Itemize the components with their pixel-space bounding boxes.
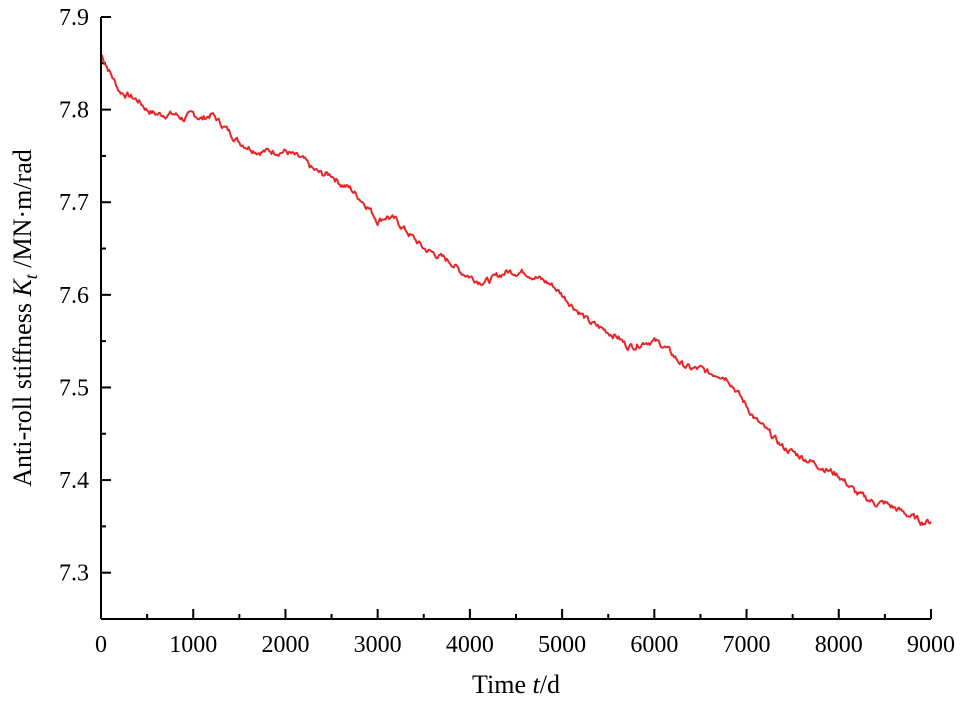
x-tick-label: 4000 <box>446 632 494 658</box>
x-tick-label: 8000 <box>815 632 863 658</box>
x-tick-label: 1000 <box>169 632 217 658</box>
x-tick-label: 0 <box>95 632 107 658</box>
x-tick-label: 9000 <box>907 632 955 658</box>
series-line <box>100 53 932 526</box>
y-axis-title-unit: /MN·m/rad <box>8 149 37 274</box>
x-tick-label: 2000 <box>261 632 309 658</box>
y-axis-title-prefix: Anti-roll stiffness <box>8 297 37 487</box>
x-axis-title-unit: /d <box>540 670 560 699</box>
x-tick-label: 3000 <box>354 632 402 658</box>
x-axis-ticks <box>100 609 932 619</box>
y-tick-label: 7.4 <box>59 468 89 494</box>
y-axis-ticks <box>101 16 111 620</box>
y-tick-label: 7.3 <box>59 561 89 587</box>
x-axis-tick-labels: 0 1000 2000 3000 4000 5000 6000 7000 8000 9000 <box>95 632 955 658</box>
y-axis-title: Anti-roll stiffness Kt /MN·m/rad <box>8 149 41 486</box>
x-axis-title-variable: t <box>533 670 541 699</box>
y-axis-tick-labels: 7.3 7.4 7.5 7.6 7.7 7.8 7.9 <box>59 5 89 587</box>
x-axis-title-prefix: Time <box>472 670 532 699</box>
y-tick-label: 7.6 <box>59 283 89 309</box>
x-axis-title: Time t/d <box>472 670 560 699</box>
x-tick-label: 6000 <box>630 632 678 658</box>
y-tick-label: 7.7 <box>59 190 89 216</box>
y-tick-label: 7.9 <box>59 5 89 31</box>
x-tick-label: 5000 <box>538 632 586 658</box>
y-tick-label: 7.8 <box>59 98 89 124</box>
x-tick-label: 7000 <box>723 632 771 658</box>
y-axis-title-subscript: t <box>21 273 41 279</box>
y-axis-title-variable: K <box>8 278 37 298</box>
y-tick-label: 7.5 <box>59 375 89 401</box>
